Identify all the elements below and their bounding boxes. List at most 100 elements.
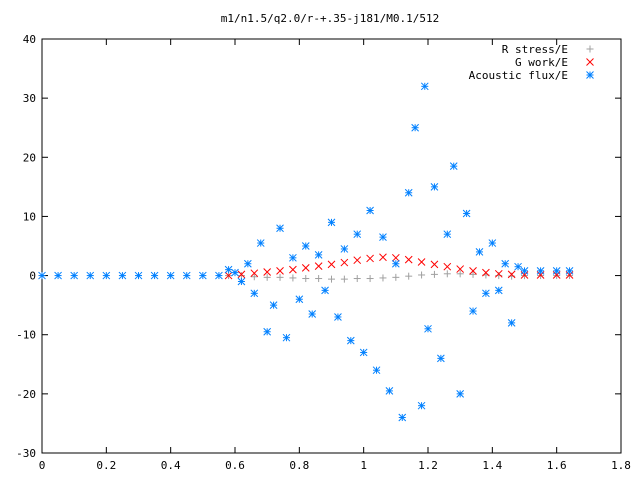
data-point	[250, 289, 259, 298]
data-point	[224, 265, 233, 274]
data-point	[443, 270, 451, 278]
data-point	[327, 260, 336, 269]
data-point	[552, 266, 561, 275]
data-point	[321, 286, 329, 295]
data-point	[449, 162, 458, 171]
data-point	[456, 265, 465, 273]
data-point	[269, 301, 278, 309]
data-point	[366, 275, 374, 283]
x-tick-label: 1.2	[418, 459, 438, 472]
data-point	[424, 324, 432, 333]
data-point	[198, 271, 207, 280]
data-point	[102, 271, 111, 280]
y-tick-label: -30	[16, 447, 36, 460]
data-point	[366, 206, 374, 215]
data-point	[417, 258, 426, 266]
legend-label: R stress/E	[502, 43, 568, 56]
data-point	[404, 255, 413, 264]
data-point	[379, 253, 387, 262]
data-point	[250, 273, 258, 281]
data-point	[340, 258, 349, 267]
data-point	[536, 266, 545, 275]
data-point	[469, 266, 477, 275]
data-point	[359, 348, 368, 357]
legend-marker	[586, 58, 594, 66]
data-point	[244, 259, 252, 268]
y-tick-label: -20	[16, 388, 36, 401]
y-tick-label: 0	[29, 270, 36, 283]
data-point	[295, 295, 304, 304]
data-point	[340, 245, 349, 253]
data-points	[38, 82, 574, 422]
chart-title: m1/n1.5/q2.0/r-+.35-j181/M0.1/512	[221, 12, 440, 25]
data-point	[417, 401, 426, 410]
data-point	[282, 333, 291, 342]
data-point	[469, 307, 477, 315]
data-point	[289, 253, 297, 262]
data-point	[418, 271, 426, 279]
data-point	[302, 275, 310, 283]
data-point	[166, 271, 175, 280]
data-point	[237, 270, 246, 279]
x-tick-label: 1.4	[482, 459, 502, 472]
data-point	[118, 271, 127, 280]
data-point	[520, 266, 529, 275]
data-point	[494, 269, 503, 278]
data-point	[443, 262, 452, 271]
data-point	[353, 256, 362, 265]
data-point	[314, 251, 323, 259]
data-point	[256, 239, 265, 247]
data-point	[514, 262, 522, 271]
x-tick-label: 0.4	[161, 459, 181, 472]
data-point	[289, 265, 297, 274]
data-point	[404, 188, 413, 197]
data-point	[38, 271, 46, 280]
data-point	[301, 242, 310, 250]
data-point	[327, 218, 336, 227]
data-point	[328, 275, 335, 283]
data-point	[263, 273, 271, 281]
data-point	[276, 224, 284, 233]
data-point	[353, 230, 362, 239]
data-point	[398, 413, 407, 422]
data-point	[250, 269, 259, 278]
data-point	[289, 274, 297, 282]
data-point	[379, 233, 387, 241]
data-point	[334, 313, 342, 321]
x-tick-label: 0.6	[225, 459, 245, 472]
data-point	[488, 239, 497, 247]
data-point	[456, 390, 465, 398]
data-point	[379, 274, 387, 282]
data-point	[430, 183, 439, 191]
legend-label: Acoustic flux/E	[469, 69, 568, 82]
x-tick-label: 0	[39, 459, 46, 472]
y-tick-label: -10	[16, 329, 36, 342]
data-point	[372, 366, 381, 375]
plot-frame	[41, 38, 622, 454]
data-point	[391, 259, 400, 268]
data-point	[482, 289, 490, 298]
data-point	[437, 354, 445, 363]
data-point	[263, 268, 272, 276]
data-point	[391, 253, 400, 262]
data-point	[134, 271, 143, 280]
data-point	[420, 82, 429, 91]
data-point	[70, 271, 79, 280]
data-point	[443, 230, 452, 239]
y-tick-label: 40	[23, 33, 36, 46]
data-point	[456, 270, 464, 278]
data-point	[565, 266, 574, 275]
data-point	[494, 286, 503, 295]
data-point	[366, 254, 374, 263]
data-point	[86, 271, 95, 280]
data-point	[385, 387, 394, 395]
data-point	[308, 310, 317, 318]
legend-marker	[586, 45, 594, 53]
data-point	[215, 271, 223, 280]
series-0	[225, 270, 574, 283]
data-point	[346, 336, 355, 345]
data-point	[405, 272, 413, 280]
y-tick-label: 30	[23, 92, 36, 105]
data-point	[501, 259, 510, 268]
